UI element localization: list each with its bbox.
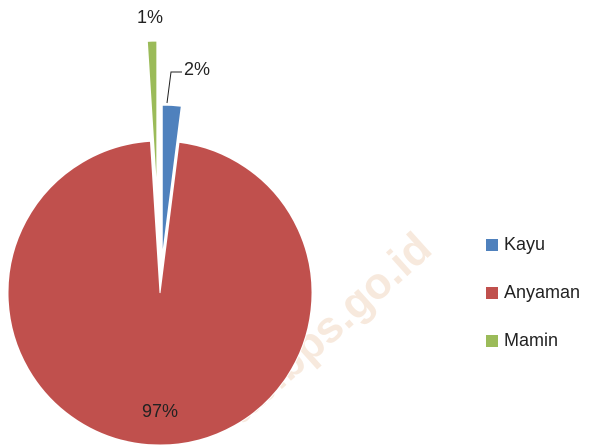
legend-label: Anyaman [504,282,580,302]
pie-slice [161,104,182,258]
pie-slice [7,140,313,446]
leader-line [166,71,182,104]
legend-label: Kayu [504,234,545,254]
data-label: 97% [142,401,178,421]
legend-label: Mamin [504,330,558,350]
legend-swatch [486,335,498,347]
pie-slice [146,40,158,194]
legend-swatch [486,239,498,251]
data-label: 2% [184,59,210,79]
legend-swatch [486,287,498,299]
data-label: 1% [137,7,163,27]
